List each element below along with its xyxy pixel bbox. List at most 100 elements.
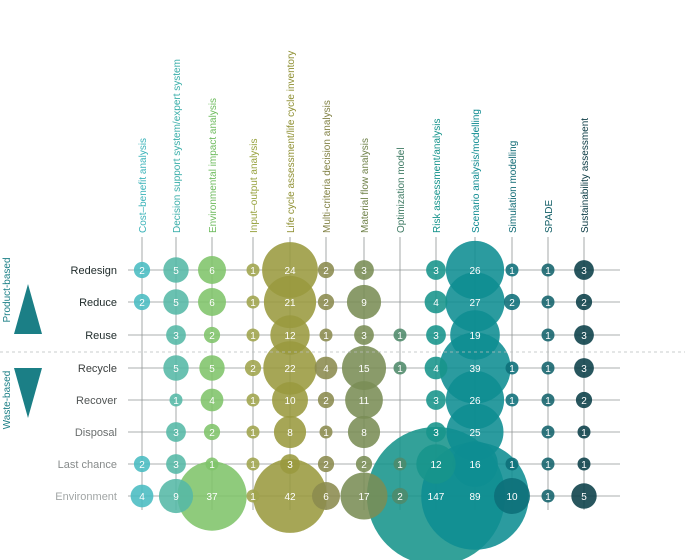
column-label: Material flow analysis: [360, 138, 371, 233]
bubble: [340, 472, 388, 520]
bubble-value-label: 1: [250, 396, 256, 407]
bubble: [541, 457, 555, 471]
bubble: [319, 425, 333, 439]
bubble-value-label: 1: [509, 460, 515, 471]
bubble-value-label: 3: [173, 460, 179, 471]
bubble-value-label: 2: [323, 396, 329, 407]
bubble: [452, 441, 498, 487]
bubble: [354, 260, 374, 280]
bubble: [203, 423, 221, 441]
bubble: [541, 425, 555, 439]
bubble-value-label: 2: [361, 460, 367, 471]
bubble-value-label: 12: [430, 460, 442, 471]
bubble-value-label: 8: [361, 428, 367, 439]
bubble-value-label: 4: [139, 492, 145, 503]
bubble-value-label: 1: [545, 298, 551, 309]
bubble: [246, 393, 260, 407]
bubble-value-label: 15: [358, 364, 370, 375]
bubble-value-label: 2: [581, 396, 587, 407]
bubble: [505, 457, 519, 471]
bubble: [416, 444, 456, 484]
bubble-value-label: 3: [287, 460, 293, 471]
bubble: [203, 326, 221, 344]
bubble-value-label: 3: [581, 331, 587, 342]
bubble: [246, 425, 260, 439]
bubble-value-label: 1: [250, 298, 256, 309]
bubble-value-label: 16: [469, 460, 481, 471]
bubble: [426, 325, 446, 345]
bubble: [272, 382, 308, 418]
bubble: [541, 361, 555, 375]
bubble: [273, 415, 307, 449]
bubble: [163, 289, 189, 315]
bubble-value-label: 1: [209, 460, 215, 471]
bubble: [575, 391, 593, 409]
column-label: SPADE: [544, 200, 555, 233]
row-label: Environment: [55, 491, 117, 503]
bubble-value-label: 2: [209, 428, 215, 439]
bubble: [177, 461, 247, 531]
bubble-value-label: 26: [469, 266, 481, 277]
bubble-value-label: 12: [284, 331, 296, 342]
bubble: [505, 263, 519, 277]
bubble-value-label: 5: [173, 364, 179, 375]
bubble-value-label: 2: [139, 460, 145, 471]
bubble: [393, 457, 407, 471]
bubble: [391, 487, 409, 505]
bubble-value-label: 1: [397, 331, 403, 342]
arrow-up-icon: [14, 284, 42, 334]
bubble-value-label: 1: [173, 396, 179, 407]
bubble: [198, 288, 226, 316]
bubble-value-label: 24: [284, 266, 296, 277]
bubble: [503, 293, 521, 311]
product-based-label: Product-based: [2, 257, 13, 322]
bubble: [574, 260, 594, 280]
bubble: [199, 355, 225, 381]
bubble-value-label: 1: [397, 460, 403, 471]
bubble-value-label: 42: [284, 492, 296, 503]
bubble: [133, 261, 151, 279]
bubble: [426, 390, 446, 410]
row-label: Last chance: [58, 459, 117, 471]
bubble-value-labels: 2 5 6 1 24 2 3 3 26 1 1 32 5 6 1 21 2 9 4 27 2 1 23 2 1 12 1 3 1 3 19 1…: [139, 266, 587, 503]
bubble-value-label: 9: [173, 492, 179, 503]
bubble: [426, 422, 446, 442]
bubble: [246, 328, 260, 342]
bubble-value-label: 1: [397, 364, 403, 375]
bubble: [270, 315, 310, 355]
column-label: Decision support system/expert system: [172, 59, 183, 233]
bubble: [424, 356, 448, 380]
bubble-value-label: 3: [581, 266, 587, 277]
bubble-value-label: 1: [250, 266, 256, 277]
column-label: Multi-criteria decision analysis: [322, 100, 333, 233]
bubble: [574, 325, 594, 345]
column-labels: Cost–benefit analysis Decision support sy…: [138, 51, 591, 233]
bubble-value-label: 10: [506, 492, 518, 503]
bubble: [244, 359, 262, 377]
column-label: Sustainability assessment: [580, 118, 591, 233]
bubble: [341, 345, 387, 391]
bubble: [347, 415, 381, 449]
bubble: [166, 454, 186, 474]
bubble-value-label: 2: [323, 266, 329, 277]
bubble-value-label: 1: [545, 364, 551, 375]
bubble-value-label: 1: [545, 331, 551, 342]
bubble-value-label: 2: [323, 460, 329, 471]
bubble-value-label: 6: [209, 266, 215, 277]
bubble-value-label: 5: [173, 298, 179, 309]
arrow-down-icon: [14, 368, 42, 418]
row-label: Reuse: [85, 330, 117, 342]
bubble-value-label: 1: [250, 460, 256, 471]
bubble: [246, 489, 260, 503]
bubble-value-label: 2: [139, 298, 145, 309]
bubble-value-label: 1: [250, 428, 256, 439]
bubble: [355, 455, 373, 473]
bubble: [577, 457, 591, 471]
bubble-value-label: 9: [361, 298, 367, 309]
row-labels: Redesign Reduce Reuse Recycle Recover Disposa…: [55, 265, 117, 503]
bubble-value-label: 1: [509, 364, 515, 375]
bubble-value-label: 39: [469, 364, 481, 375]
bubble-value-label: 3: [433, 428, 439, 439]
bubble-value-label: 2: [509, 298, 515, 309]
